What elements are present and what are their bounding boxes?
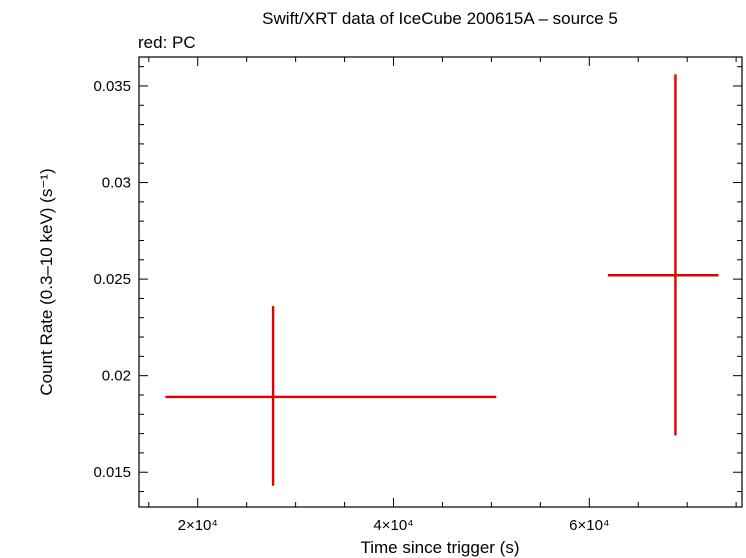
y-axis-label: Count Rate (0.3–10 keV) (s⁻¹) [37,168,56,395]
x-axis-label: Time since trigger (s) [360,538,519,557]
chart-title: Swift/XRT data of IceCube 200615A – sour… [262,9,618,28]
y-tick-label: 0.02 [102,368,131,385]
plot-frame [138,56,743,508]
y-tick-label: 0.025 [93,271,131,288]
chart-subtitle: red: PC [138,33,196,52]
y-tick-label: 0.03 [102,175,131,192]
data-point [607,74,719,436]
y-tick-label: 0.015 [93,464,131,481]
data-point [165,306,497,486]
x-tick-label: 6×10⁴ [569,517,609,534]
data-points [165,74,719,486]
axis-ticks [139,57,742,507]
axis-tick-labels: 2×10⁴ 4×10⁴ 6×10⁴ 0.015 0.02 0.025 0.03 0.035 [93,78,609,534]
x-tick-label: 2×10⁴ [178,517,218,534]
x-tick-label: 4×10⁴ [373,517,413,534]
y-tick-label: 0.035 [93,78,131,95]
